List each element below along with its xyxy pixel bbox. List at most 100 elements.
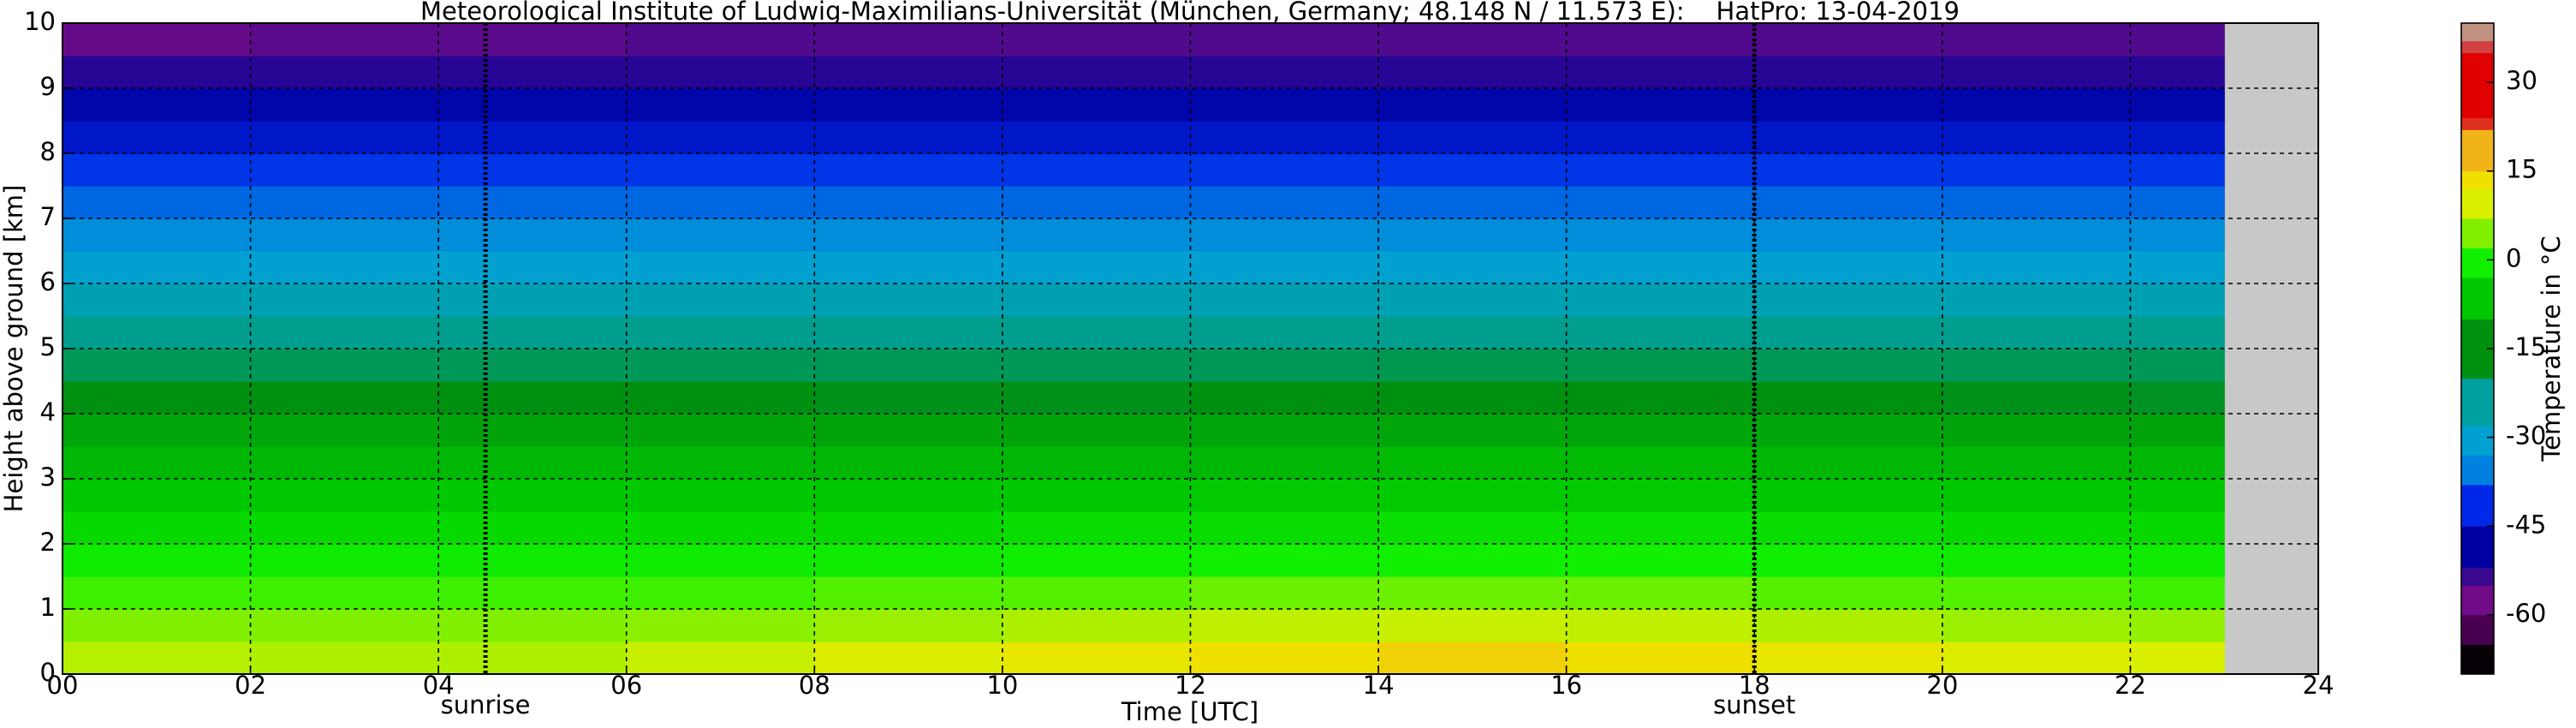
x-tick-label: 22 [2115, 671, 2146, 700]
heat-cell [250, 283, 439, 317]
colorbar-label: Temperature in °C [2537, 236, 2566, 462]
heat-cell [2130, 576, 2225, 610]
heat-cell [814, 186, 1003, 219]
heat-cell [250, 609, 439, 642]
heat-cell [2130, 88, 2225, 122]
heat-cell [1566, 479, 1755, 512]
heat-cell [1002, 511, 1192, 545]
heat-cell [1754, 251, 1943, 284]
colorbar-segment [2461, 378, 2494, 427]
heat-cell [2130, 609, 2225, 642]
heat-cell [814, 446, 1003, 480]
heat-cell [1566, 609, 1755, 642]
heat-cell [1378, 186, 1568, 219]
heat-cell [814, 576, 1003, 610]
colorbar-segment [2461, 585, 2494, 616]
heat-cell [62, 544, 252, 577]
x-tick-label: 10 [986, 671, 1018, 700]
x-tick-label: 18 [1739, 671, 1770, 700]
heat-cell [1942, 381, 2132, 415]
heat-cell [1190, 121, 1379, 154]
heat-cell [1754, 479, 1943, 512]
heat-cell [1754, 576, 1943, 610]
heat-cell [1002, 479, 1192, 512]
heat-cell [1754, 88, 1943, 122]
heat-cell [2130, 23, 2225, 57]
heat-cell [1190, 641, 1379, 675]
heat-cell [1190, 283, 1379, 317]
heat-cell [1378, 544, 1568, 577]
heat-cell [1002, 316, 1192, 349]
heat-cell [1566, 56, 1755, 89]
colorbar-tick-label: 30 [2506, 66, 2537, 95]
heat-cell [62, 316, 252, 349]
heat-cell [1754, 316, 1943, 349]
heat-cell [1942, 544, 2132, 577]
heat-cell [1754, 446, 1943, 480]
heat-cell [438, 641, 628, 675]
heat-cell [1190, 316, 1379, 349]
heat-cell [1002, 88, 1192, 122]
heat-cell [814, 381, 1003, 415]
annotation-label: sunrise [441, 690, 531, 719]
heat-cell [438, 381, 628, 415]
heat-cell [814, 56, 1003, 89]
heat-cell [1942, 153, 2132, 187]
heat-cell [1002, 56, 1192, 89]
heat-cell [2130, 479, 2225, 512]
heat-cell [626, 251, 815, 284]
colorbar-segment [2461, 129, 2494, 172]
heat-cell [250, 544, 439, 577]
heat-cell [1190, 609, 1379, 642]
heat-cell [1190, 576, 1379, 610]
y-tick-label: 2 [40, 528, 56, 557]
colorbar-segment [2461, 567, 2494, 586]
colorbar-tick-label: -15 [2506, 332, 2546, 361]
y-tick-label: 6 [40, 267, 56, 296]
heat-cell [250, 88, 439, 122]
heat-cell [626, 56, 815, 89]
heat-cell [1002, 283, 1192, 317]
heat-cell [1566, 544, 1755, 577]
heat-cell [250, 23, 439, 57]
heat-cell [1002, 381, 1192, 415]
heat-cell [250, 511, 439, 545]
heat-cell [1942, 446, 2132, 480]
heat-cell [438, 576, 628, 610]
heat-cell [1566, 381, 1755, 415]
heat-cell [1566, 414, 1755, 447]
y-tick-label: 10 [24, 7, 56, 36]
y-axis-label: Height above ground [km] [0, 185, 28, 513]
heat-cell [1942, 414, 2132, 447]
heat-cell [438, 349, 628, 382]
heat-cell [1942, 641, 2132, 675]
heat-cell [438, 316, 628, 349]
heat-cell [814, 121, 1003, 154]
x-tick-label: 12 [1175, 671, 1206, 700]
heat-cell [1754, 544, 1943, 577]
heat-cell [2130, 381, 2225, 415]
heat-cell [62, 446, 252, 480]
heat-cell [62, 121, 252, 154]
y-tick-label: 3 [40, 462, 56, 492]
heat-cell [62, 576, 252, 610]
heat-cell [1566, 23, 1755, 57]
heat-cell [250, 153, 439, 187]
heat-cell [250, 186, 439, 219]
heat-cell [1378, 511, 1568, 545]
heat-cell [1566, 576, 1755, 610]
colorbar-segment [2461, 248, 2494, 278]
heat-cell [1942, 88, 2132, 122]
heat-cell [814, 153, 1003, 187]
heat-cell [1378, 56, 1568, 89]
heat-cell [62, 23, 252, 57]
heat-cell [814, 218, 1003, 252]
heat-cell [1942, 56, 2132, 89]
heat-cell [814, 414, 1003, 447]
heat-cell [1566, 446, 1755, 480]
heat-cell [1942, 283, 2132, 317]
x-tick-label: 24 [2303, 671, 2335, 700]
heat-cell [1754, 349, 1943, 382]
heat-cell [1942, 609, 2132, 642]
heat-cell [626, 381, 815, 415]
